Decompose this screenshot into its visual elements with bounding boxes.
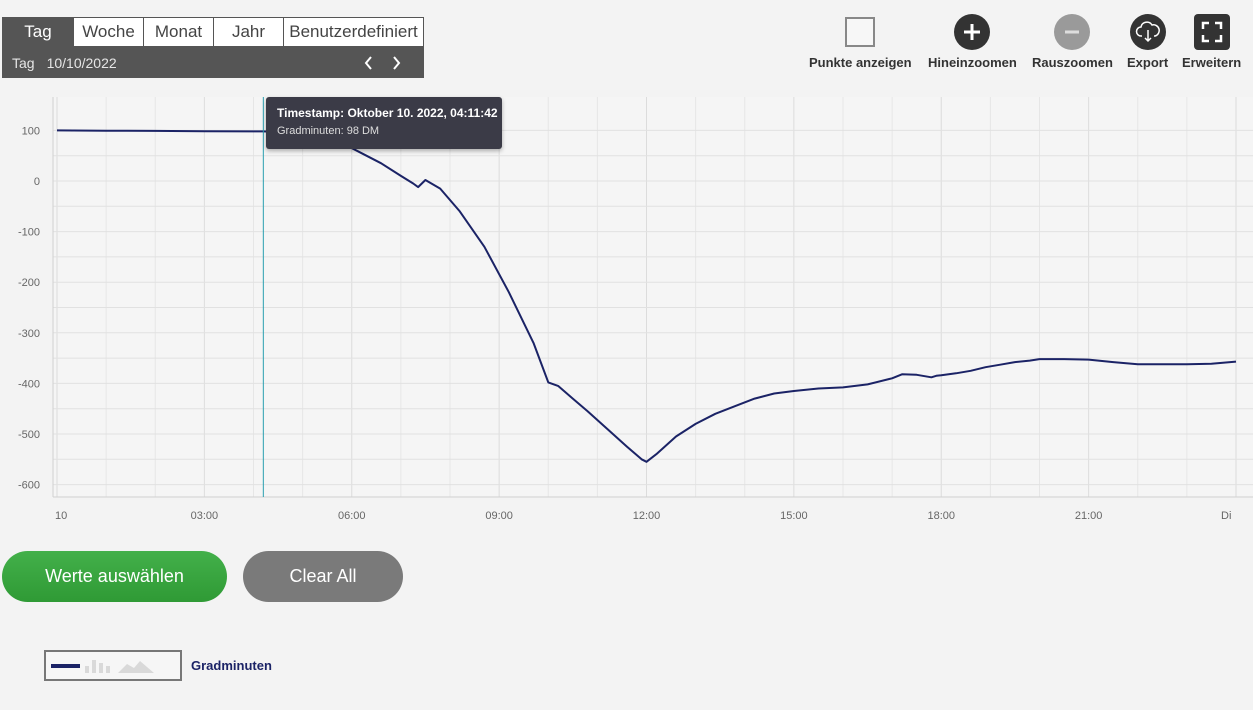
tab-year[interactable]: Jahr xyxy=(214,17,284,47)
date-bar: Tag 10/10/2022 xyxy=(2,47,424,78)
x-tick-label: 18:00 xyxy=(927,510,955,522)
chevron-right-icon xyxy=(393,55,401,70)
expand-label: Erweitern xyxy=(1182,55,1242,70)
export-button[interactable]: Export xyxy=(1127,14,1168,70)
y-tick-label: -200 xyxy=(18,277,40,289)
plot-background xyxy=(53,97,1253,497)
y-tick-label: -500 xyxy=(18,429,40,441)
tab-day[interactable]: Tag xyxy=(2,17,74,47)
x-tick-label: 06:00 xyxy=(338,510,366,522)
y-tick-label: -100 xyxy=(18,227,40,239)
expand-button[interactable]: Erweitern xyxy=(1182,14,1241,70)
tooltip-timestamp: Timestamp: Oktober 10. 2022, 04:11:42 xyxy=(277,106,498,120)
previous-day-button[interactable] xyxy=(359,47,379,78)
y-tick-label: -400 xyxy=(18,378,40,390)
show-points-toggle[interactable]: Punkte anzeigen xyxy=(809,14,912,70)
chart-area[interactable]: 100 0 -100 -200 -300 -400 -500 -600 10 03:00 06:00… xyxy=(0,95,1253,530)
y-tick-label: -300 xyxy=(18,328,40,340)
show-points-checkbox-wrap xyxy=(842,14,878,50)
y-tick-label: 0 xyxy=(34,176,40,188)
y-tick-label: 100 xyxy=(22,125,40,137)
period-selector: Tag Woche Monat Jahr Benutzerdefiniert T… xyxy=(2,17,424,78)
legend-series-label: Gradminuten xyxy=(191,658,272,673)
y-tick-label: -600 xyxy=(18,480,40,492)
fullscreen-icon xyxy=(1193,14,1230,50)
minus-icon xyxy=(1054,14,1091,50)
x-tick-label: 03:00 xyxy=(191,510,219,522)
export-icon-wrap xyxy=(1129,14,1166,50)
date-label: Tag xyxy=(12,54,35,71)
period-tabs: Tag Woche Monat Jahr Benutzerdefiniert xyxy=(2,17,424,47)
next-day-button[interactable] xyxy=(386,47,406,78)
legend-series-toggle[interactable] xyxy=(44,650,182,681)
chevron-left-icon xyxy=(364,55,372,70)
show-points-label: Punkte anzeigen xyxy=(809,55,912,70)
tab-week[interactable]: Woche xyxy=(74,17,144,47)
series-line-gradminuten[interactable] xyxy=(56,129,1237,463)
tab-month[interactable]: Monat xyxy=(144,17,214,47)
chart-tooltip: Timestamp: Oktober 10. 2022, 04:11:42 Gr… xyxy=(266,97,502,149)
zoom-out-button[interactable]: Rauszoomen xyxy=(1032,14,1113,70)
series-type-icon xyxy=(51,660,154,673)
tooltip-value: Gradminuten: 98 DM xyxy=(277,125,380,137)
line-chart[interactable]: 100 0 -100 -200 -300 -400 -500 -600 10 03:00 06:00… xyxy=(0,95,1253,530)
zoom-out-icon-wrap xyxy=(1054,14,1091,50)
cloud-download-icon xyxy=(1129,14,1166,50)
zoom-in-button[interactable]: Hineinzoomen xyxy=(928,14,1017,70)
plus-icon xyxy=(954,14,991,50)
zoom-out-label: Rauszoomen xyxy=(1032,55,1113,70)
expand-icon-wrap xyxy=(1193,14,1230,50)
x-tick-label: 12:00 xyxy=(633,510,661,522)
select-values-button[interactable]: Werte auswählen xyxy=(2,551,227,602)
zoom-in-icon-wrap xyxy=(954,14,991,50)
zoom-in-label: Hineinzoomen xyxy=(928,55,1017,70)
x-tick-label: 15:00 xyxy=(780,510,808,522)
x-tick-label: Di xyxy=(1221,510,1231,522)
date-value: 10/10/2022 xyxy=(46,54,117,71)
clear-all-button[interactable]: Clear All xyxy=(243,551,403,602)
export-label: Export xyxy=(1127,55,1169,70)
tab-custom[interactable]: Benutzerdefiniert xyxy=(284,17,424,47)
x-tick-label: 10 xyxy=(55,510,67,522)
x-tick-label: 21:00 xyxy=(1075,510,1103,522)
show-points-checkbox[interactable] xyxy=(845,17,876,47)
x-tick-label: 09:00 xyxy=(485,510,513,522)
